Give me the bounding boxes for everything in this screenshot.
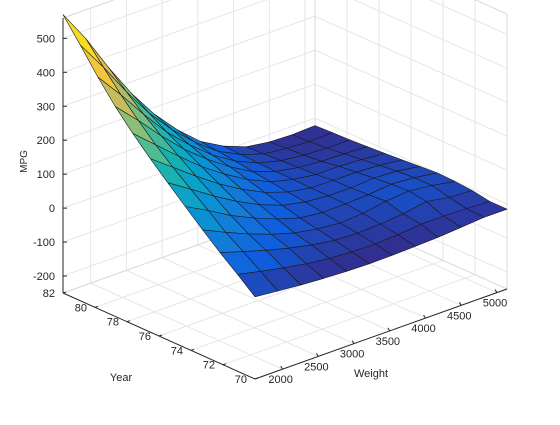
- x-tick: [494, 289, 498, 293]
- y-tick-label: 78: [107, 317, 119, 329]
- surface-patch: [62, 14, 104, 68]
- x-tick: [387, 327, 391, 332]
- x-tick-label: 5000: [483, 298, 507, 310]
- surface-mesh: [62, 14, 508, 298]
- x-axis-line: [254, 288, 508, 380]
- x-tick: [315, 353, 319, 357]
- z-tick-label: -100: [33, 237, 55, 249]
- y-tick: [222, 363, 227, 366]
- y-tick: [254, 377, 259, 380]
- grid-line: [62, 49, 316, 141]
- x-tick: [280, 365, 284, 370]
- x-tick-label: 2500: [304, 361, 328, 373]
- z-axis-label: MPG: [19, 150, 30, 173]
- y-tick-label: 74: [171, 345, 183, 357]
- x-tick-label: 3500: [376, 336, 400, 348]
- x-tick-label: 4000: [411, 323, 435, 335]
- y-tick: [62, 291, 67, 294]
- grid-line: [62, 15, 316, 107]
- grid-line: [62, 83, 316, 175]
- x-axis-label: Weight: [354, 368, 388, 380]
- x-tick-label: 2000: [268, 374, 292, 386]
- grid-line: [314, 49, 508, 137]
- y-tick-label: 82: [43, 288, 55, 300]
- grid-line: [429, 0, 508, 35]
- x-tick-label: 4500: [447, 310, 471, 322]
- axes-front: 2000250030003500400045005000707274767880…: [33, 18, 507, 386]
- y-tick-label: 72: [203, 360, 215, 372]
- z-tick-label: 0: [49, 203, 55, 215]
- z-tick-label: 100: [37, 169, 55, 181]
- grid-line: [62, 0, 172, 39]
- grid-line: [222, 274, 476, 366]
- box-edge: [62, 0, 115, 19]
- y-tick: [94, 305, 99, 308]
- y-tick: [190, 348, 195, 351]
- surface-patch: [80, 44, 122, 95]
- grid-line: [314, 117, 508, 205]
- y-axis-label: Year: [110, 372, 133, 384]
- y-tick: [126, 320, 131, 323]
- y-tick-label: 70: [235, 374, 247, 386]
- y-tick-label: 80: [75, 302, 87, 314]
- z-tick-label: -200: [33, 271, 55, 283]
- grid-line: [314, 15, 508, 103]
- x-tick: [351, 340, 355, 344]
- z-tick-label: 200: [37, 135, 55, 147]
- x-tick: [423, 314, 426, 319]
- y-tick-label: 76: [139, 331, 151, 343]
- z-tick-label: 400: [37, 67, 55, 79]
- surface-patch: [237, 270, 279, 298]
- z-tick-label: 500: [37, 33, 55, 45]
- grid-line: [314, 83, 508, 171]
- x-tick-label: 3000: [340, 349, 364, 361]
- grid-line: [62, 0, 267, 73]
- x-tick: [458, 302, 462, 306]
- y-tick: [158, 334, 163, 337]
- z-tick-label: 300: [37, 101, 55, 113]
- grid-line: [353, 0, 508, 69]
- grid-line: [190, 259, 444, 351]
